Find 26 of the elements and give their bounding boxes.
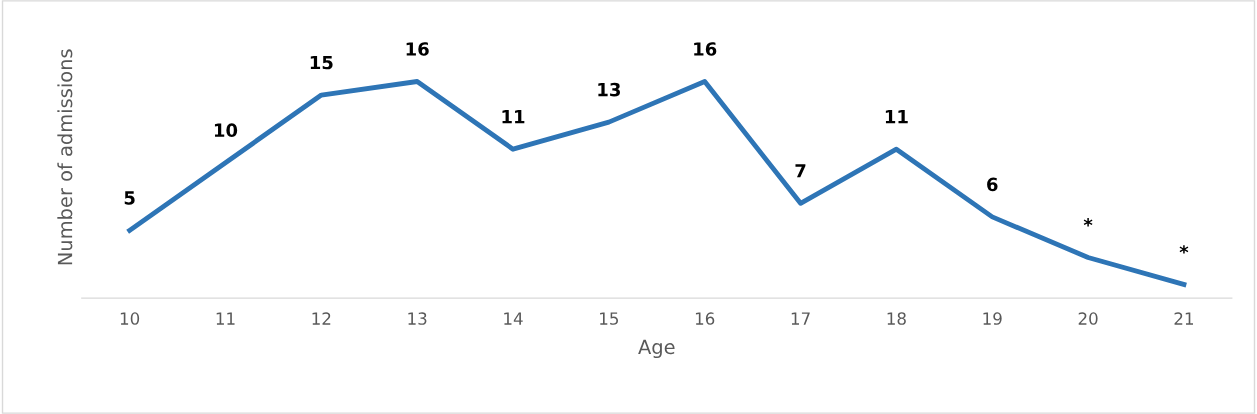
data-label: 7 bbox=[795, 164, 806, 178]
data-label: 15 bbox=[310, 55, 333, 70]
data-label: 6 bbox=[987, 177, 998, 192]
data-label: 13 bbox=[598, 82, 620, 97]
x-tick-label: 20 bbox=[1078, 312, 1098, 325]
x-tick-label: 18 bbox=[887, 312, 906, 325]
x-tick-label: 19 bbox=[983, 312, 1002, 325]
data-label: 11 bbox=[885, 110, 908, 124]
y-axis-title: Number of admissions bbox=[57, 49, 73, 265]
x-tick-label: 16 bbox=[695, 312, 715, 325]
x-tick-label: 12 bbox=[312, 312, 331, 325]
x-tick-label: 13 bbox=[408, 312, 427, 325]
x-tick-label: 11 bbox=[216, 312, 235, 325]
data-label: 16 bbox=[406, 42, 429, 56]
data-label: 5 bbox=[124, 191, 135, 205]
x-tick-label: 21 bbox=[1174, 312, 1193, 325]
x-tick-label: 17 bbox=[791, 312, 810, 325]
data-label: 11 bbox=[502, 110, 525, 124]
x-tick-label: 10 bbox=[120, 312, 140, 325]
data-label: * bbox=[1083, 218, 1093, 227]
x-axis-title: Age bbox=[638, 339, 675, 359]
data-label: 10 bbox=[214, 123, 238, 138]
x-tick-label: 15 bbox=[600, 312, 619, 325]
x-tick-label: 14 bbox=[504, 312, 523, 325]
data-label: * bbox=[1179, 245, 1189, 254]
data-label: 16 bbox=[694, 42, 717, 56]
